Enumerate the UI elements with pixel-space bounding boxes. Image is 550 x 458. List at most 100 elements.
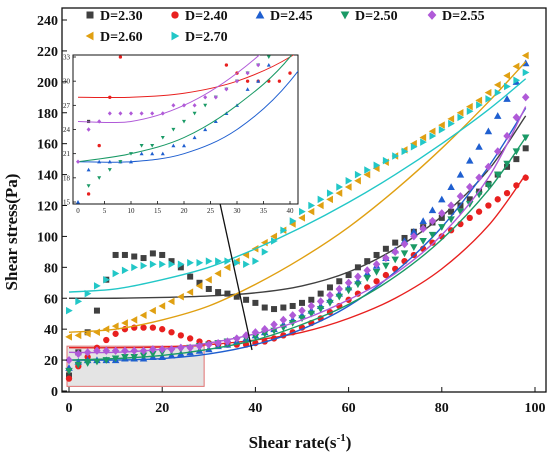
data-point <box>466 196 473 203</box>
main-series-group <box>65 51 530 382</box>
y-tick-label: 60 <box>44 292 58 307</box>
data-point <box>83 330 91 338</box>
x-tick-label: 40 <box>248 401 262 416</box>
inset-data-point <box>160 151 165 156</box>
data-point <box>130 353 138 361</box>
data-point <box>233 258 241 267</box>
data-point <box>503 189 511 197</box>
inset-data-point <box>160 135 165 140</box>
inset-data-point <box>150 151 155 156</box>
data-point <box>242 251 250 259</box>
inset-data-point <box>171 127 176 132</box>
data-point <box>448 208 455 215</box>
data-point <box>317 195 325 204</box>
data-point <box>93 328 100 337</box>
data-point <box>354 177 361 185</box>
data-point <box>392 239 399 246</box>
y-tick-label: 20 <box>44 354 58 369</box>
data-point <box>336 183 344 191</box>
data-point <box>307 207 315 216</box>
data-point <box>187 273 194 280</box>
data-point <box>66 306 73 315</box>
data-point <box>215 289 222 296</box>
data-point <box>261 304 268 311</box>
data-point <box>252 257 260 265</box>
data-point <box>270 320 278 329</box>
data-point <box>158 345 166 354</box>
data-point <box>493 112 502 119</box>
data-point <box>503 160 511 168</box>
data-point <box>102 346 111 355</box>
data-point <box>131 253 138 260</box>
data-point <box>168 258 175 265</box>
data-point <box>494 196 501 203</box>
data-point <box>289 302 296 309</box>
data-point <box>149 250 156 257</box>
data-point <box>223 263 231 272</box>
inset-data-point <box>150 111 155 116</box>
inset-chart: 15 18 21 24 27 30 33 0 5 10 15 20 25 30 35 40 <box>63 54 299 351</box>
data-point <box>316 201 324 210</box>
data-point <box>522 174 529 181</box>
data-point <box>420 138 427 146</box>
data-point <box>522 145 529 152</box>
data-point <box>392 152 399 160</box>
inset-data-point <box>203 95 208 100</box>
data-point <box>74 349 83 359</box>
data-point <box>93 346 101 355</box>
data-point <box>289 217 297 225</box>
data-point <box>103 275 111 284</box>
data-point <box>447 183 455 190</box>
data-point <box>186 343 194 352</box>
inset-data-point <box>129 111 133 116</box>
data-point <box>493 81 501 89</box>
data-point <box>177 264 184 271</box>
inset-data-point <box>203 103 208 108</box>
data-point <box>317 290 324 297</box>
data-point <box>279 315 288 325</box>
data-point <box>513 76 521 85</box>
inset-x-tick-label: 40 <box>287 207 295 215</box>
data-point <box>205 340 213 349</box>
data-point <box>344 278 353 287</box>
data-point <box>438 224 446 231</box>
data-point <box>316 297 325 306</box>
legend-label: D=2.70 <box>185 30 228 45</box>
data-point <box>512 148 521 156</box>
data-point <box>391 256 399 264</box>
inset-data-point <box>203 127 208 132</box>
data-point <box>326 291 334 300</box>
legend: D=2.30 D=2.40 D=2.45 D=2.50 D=2.55 D=2.60 D=2.… <box>85 9 485 45</box>
data-point <box>83 360 92 367</box>
data-point <box>475 96 483 105</box>
data-point <box>484 182 493 190</box>
data-point <box>335 293 344 301</box>
data-point <box>112 251 119 258</box>
data-point <box>65 333 72 341</box>
data-point <box>485 95 493 103</box>
data-point <box>493 147 502 156</box>
fit-line <box>68 174 527 349</box>
inset-data-point <box>245 79 250 83</box>
data-point <box>335 284 344 294</box>
inset-frame <box>72 54 299 205</box>
data-point <box>429 239 436 246</box>
data-point <box>308 201 316 210</box>
data-point <box>447 201 455 210</box>
data-point <box>513 156 520 163</box>
legend-marker <box>85 31 94 41</box>
series-D=2.55 <box>65 93 530 365</box>
data-point <box>177 260 185 268</box>
data-point <box>354 264 361 271</box>
data-point <box>65 367 73 375</box>
data-point <box>316 306 325 313</box>
data-point <box>475 143 483 150</box>
data-point <box>521 51 529 60</box>
data-point <box>503 71 511 80</box>
data-point <box>261 248 269 256</box>
data-point <box>382 253 390 263</box>
data-point <box>364 258 371 265</box>
data-point <box>75 297 83 306</box>
